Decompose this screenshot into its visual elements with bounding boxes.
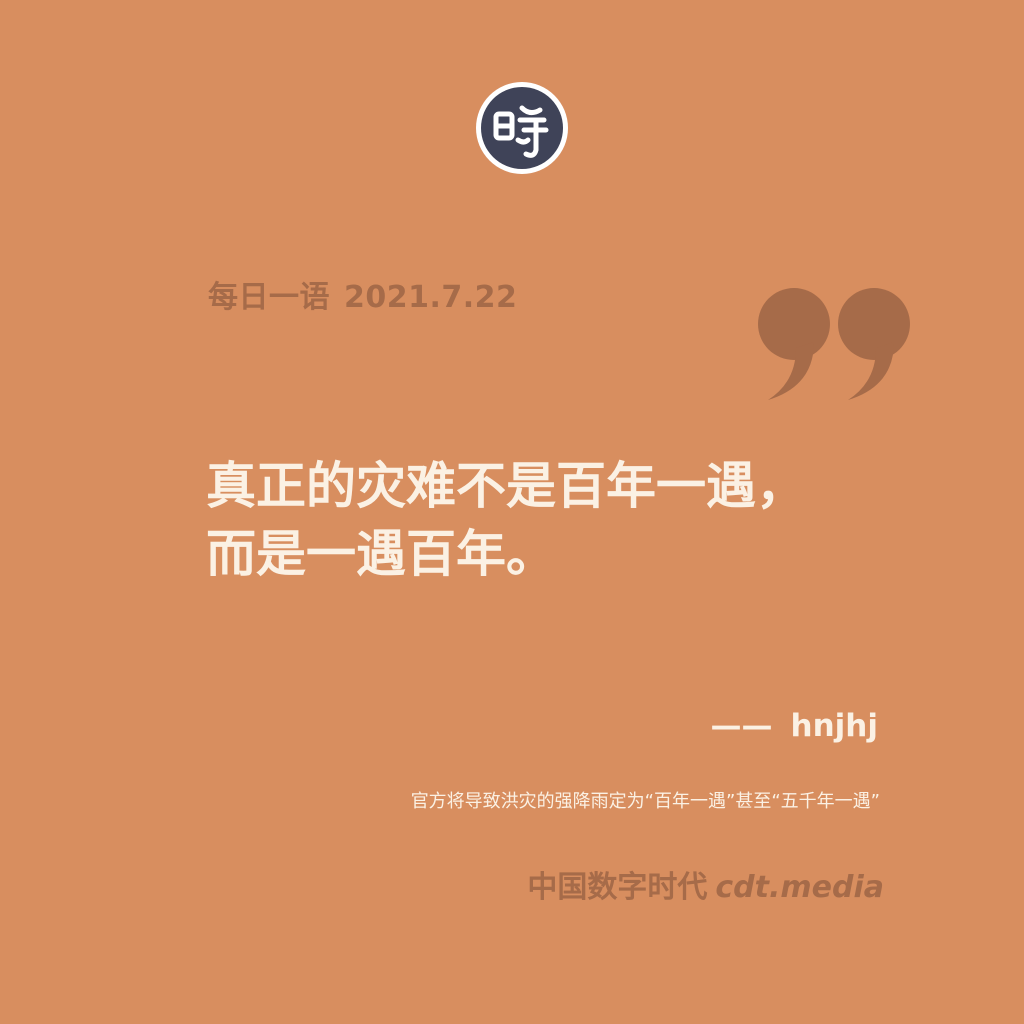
author-name: hnjhj bbox=[790, 708, 878, 744]
quote-line-1: 真正的灾难不是百年一遇， bbox=[206, 456, 806, 515]
attribution: —— hnjhj bbox=[711, 708, 878, 744]
cdt-seal-icon bbox=[476, 82, 568, 174]
quote-text: 真正的灾难不是百年一遇， 而是一遇百年。 bbox=[206, 452, 926, 588]
brand-domain: cdt.media bbox=[715, 870, 884, 905]
context-note: 官方将导致洪灾的强降雨定为“百年一遇”甚至“五千年一遇” bbox=[410, 791, 880, 812]
closing-quote-icon bbox=[758, 288, 910, 400]
header-date: 2021.7.22 bbox=[344, 280, 518, 315]
daily-quote-header: 每日一语 2021.7.22 bbox=[208, 272, 517, 316]
quote-line-2: 而是一遇百年。 bbox=[206, 524, 556, 583]
cdt-logo bbox=[474, 80, 570, 176]
attribution-dash: —— bbox=[710, 708, 773, 744]
header-label: 每日一语 bbox=[208, 280, 330, 315]
footer-brand: 中国数字时代 cdt.media bbox=[527, 862, 884, 906]
brand-name: 中国数字时代 bbox=[527, 870, 708, 905]
